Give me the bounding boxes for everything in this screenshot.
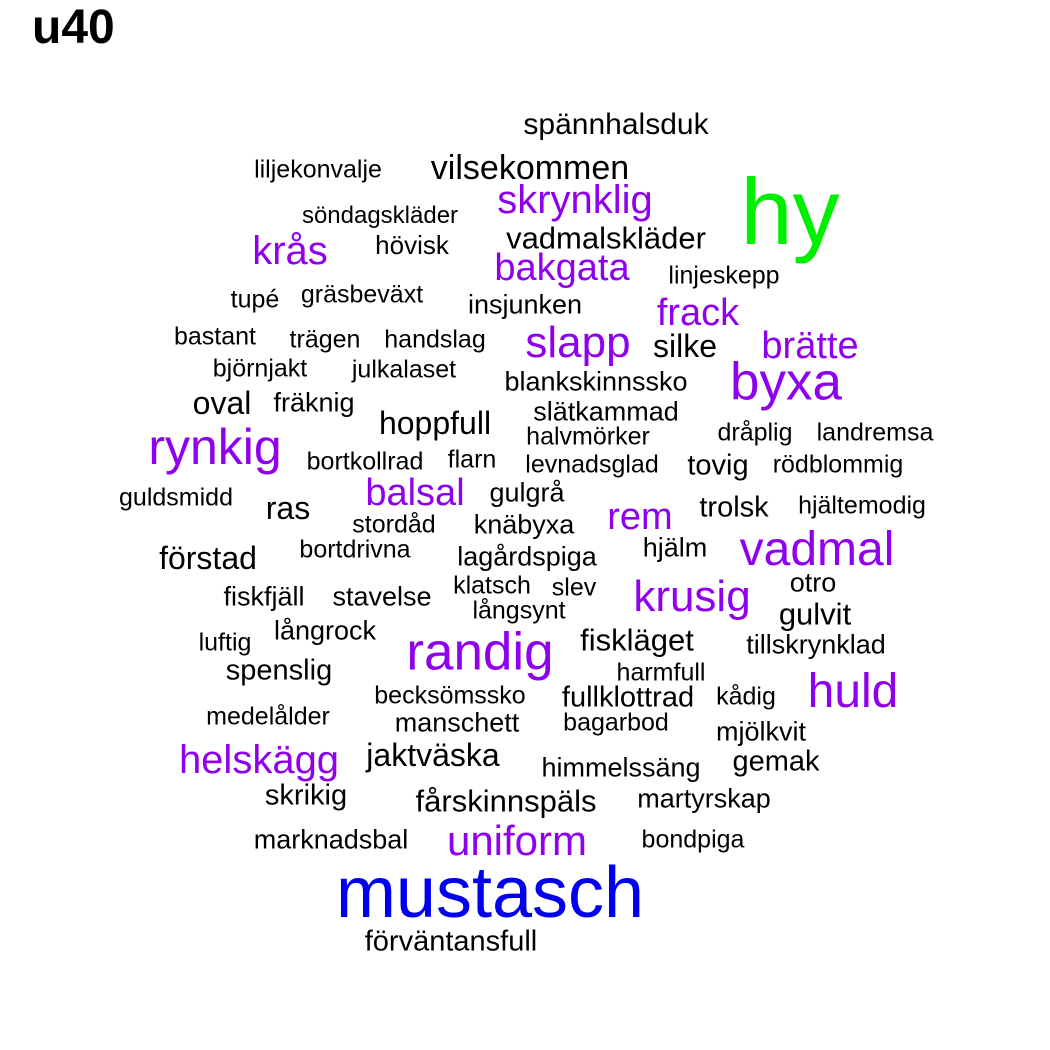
cloud-word: frack <box>656 292 740 334</box>
cloud-word: trägen <box>289 325 361 354</box>
cloud-word: helskägg <box>178 738 340 782</box>
cloud-word: krusig <box>633 572 751 621</box>
cloud-word: bagarbod <box>563 708 669 737</box>
cloud-word: söndagskläder <box>301 202 459 229</box>
cloud-word: manschett <box>394 707 520 738</box>
cloud-word: silke <box>652 328 718 364</box>
cloud-word: krås <box>252 229 328 273</box>
cloud-word: tovig <box>687 449 749 482</box>
cloud-word: dråplig <box>717 418 793 447</box>
cloud-word: förväntansfull <box>364 925 538 958</box>
cloud-word: förstad <box>159 540 257 576</box>
cloud-word: oval <box>192 385 252 421</box>
cloud-word: spännhalsduk <box>523 108 709 141</box>
cloud-word: hoppfull <box>378 405 492 441</box>
cloud-word: stordåd <box>352 510 436 539</box>
cloud-word: hövisk <box>375 230 449 260</box>
cloud-word: skrynklig <box>497 178 653 222</box>
cloud-word: slev <box>551 573 597 602</box>
cloud-word: bortdrivna <box>299 535 411 564</box>
cloud-word: liljekonvalje <box>254 155 382 184</box>
cloud-word: levnadsglad <box>525 450 659 479</box>
cloud-word: bortkollrad <box>306 447 424 476</box>
cloud-word: hy <box>740 159 840 264</box>
cloud-word: tupé <box>230 285 280 314</box>
cloud-word: spenslig <box>225 654 333 687</box>
cloud-word: kådig <box>716 682 776 711</box>
cloud-word: långrock <box>273 615 377 646</box>
cloud-word: insjunken <box>467 289 583 320</box>
cloud-word: halvmörker <box>526 422 650 451</box>
cloud-word: blankskinnssko <box>504 366 688 397</box>
cloud-word: jaktväska <box>366 737 500 773</box>
cloud-word: gulvit <box>778 596 852 632</box>
cloud-word: medelålder <box>206 702 330 731</box>
cloud-word: mustasch <box>335 853 645 933</box>
cloud-word: knäbyxa <box>473 509 575 540</box>
cloud-word: hjältemodig <box>798 491 926 520</box>
cloud-word: stavelse <box>332 581 432 612</box>
cloud-word: mjölkvit <box>715 716 807 747</box>
cloud-word: guldsmidd <box>119 483 233 512</box>
cloud-word: fårskinnspäls <box>415 783 597 819</box>
cloud-word: handslag <box>384 325 486 354</box>
cloud-word: trolsk <box>699 491 769 524</box>
cloud-word: vilsekommen <box>430 149 630 187</box>
cloud-word: slapp <box>525 318 631 367</box>
cloud-word: randig <box>406 622 554 682</box>
cloud-word: gulgrå <box>489 477 565 508</box>
cloud-word: balsal <box>365 472 465 514</box>
cloud-word: marknadsbal <box>253 824 409 855</box>
cloud-word: fullklottrad <box>561 681 695 714</box>
cloud-word: fiskläget <box>580 622 694 658</box>
cloud-word: bondpiga <box>641 825 745 854</box>
cloud-word: uniform <box>446 817 588 864</box>
cloud-word: slätkammad <box>533 396 679 427</box>
cloud-word: becksömssko <box>374 681 526 710</box>
cloud-word: otro <box>789 567 837 598</box>
cloud-word: vadmalskläder <box>506 220 706 256</box>
cloud-word: hjälm <box>642 532 708 563</box>
cloud-word: tillskrynklad <box>746 629 886 660</box>
cloud-word: bastant <box>173 322 257 351</box>
cloud-word: brätte <box>761 325 859 367</box>
cloud-word: himmelssäng <box>541 752 701 783</box>
cloud-word: rem <box>607 496 673 538</box>
cloud-word: skrikig <box>264 779 348 812</box>
cloud-word: långsynt <box>472 596 566 625</box>
cloud-word: landremsa <box>816 418 934 447</box>
cloud-word: julkalaset <box>351 355 457 384</box>
cloud-word: rynkig <box>148 419 282 475</box>
cloud-word: flarn <box>447 445 497 474</box>
cloud-word: lagårdspiga <box>457 541 597 572</box>
cloud-word: luftig <box>198 628 252 657</box>
cloud-word: harmfull <box>616 658 706 687</box>
cloud-word: martyrskap <box>637 783 771 814</box>
cloud-word: gemak <box>732 745 820 778</box>
cloud-word: bakgata <box>494 247 630 289</box>
cloud-word: rödblommig <box>772 450 904 479</box>
cloud-word: linjeskepp <box>668 261 780 290</box>
cloud-word: byxa <box>730 352 842 412</box>
cloud-word: ras <box>265 490 311 526</box>
cloud-word: klatsch <box>453 571 531 600</box>
cloud-word: gräsbeväxt <box>300 280 424 309</box>
cloud-word: vadmal <box>739 523 895 576</box>
cloud-word: huld <box>807 665 899 718</box>
cloud-word: fräknig <box>273 387 355 418</box>
cloud-word: björnjakt <box>212 354 308 383</box>
page-title: u40 <box>32 1 115 54</box>
cloud-word: fiskfjäll <box>223 581 305 612</box>
